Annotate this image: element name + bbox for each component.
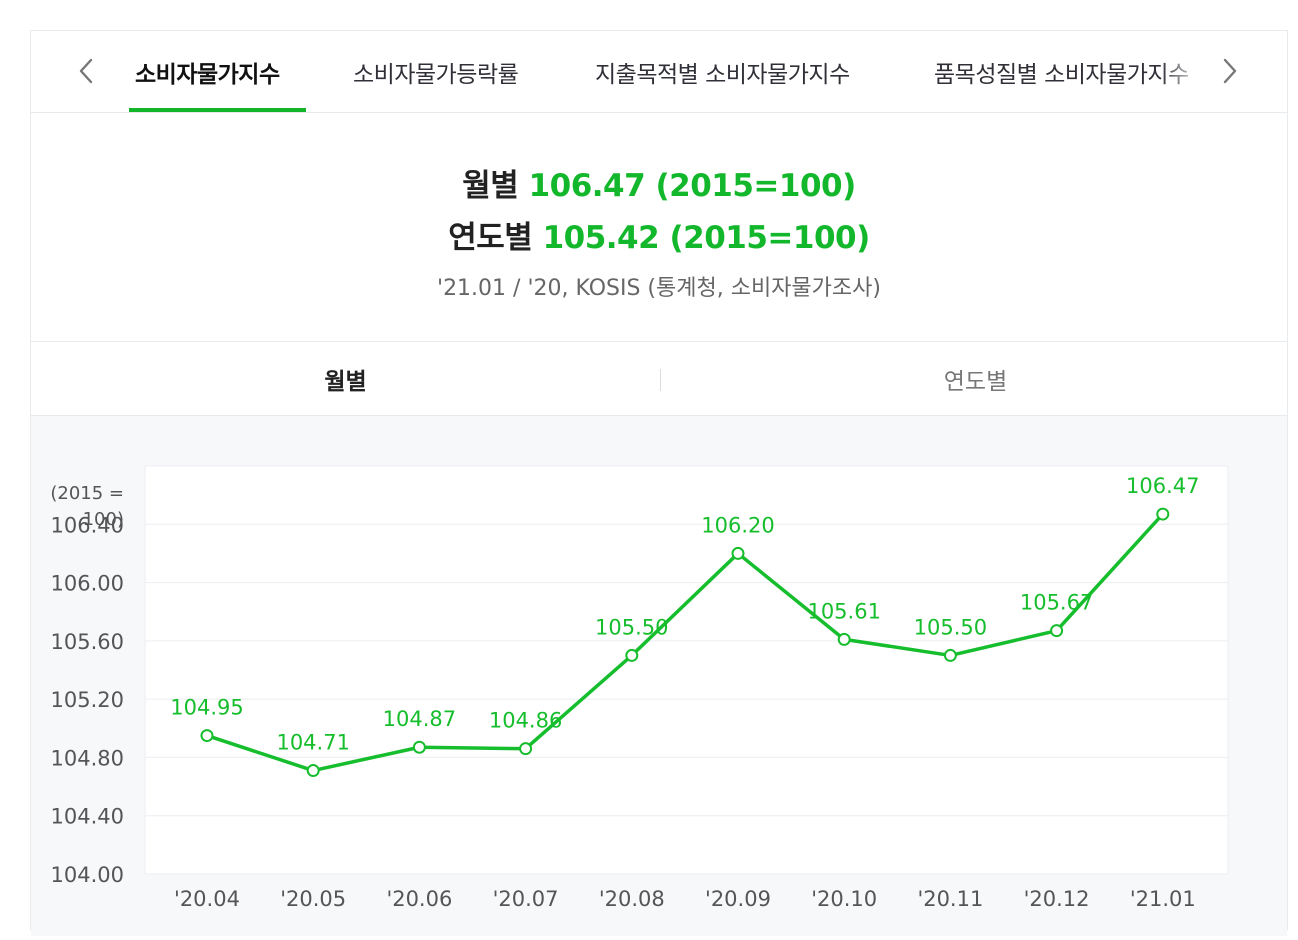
x-tick-label: '20.12 <box>1024 887 1090 911</box>
x-axis: '20.04 '20.05 '20.06 '20.07 '20.08 '20.09 '20.… <box>174 887 1196 911</box>
cpi-card: 소비자물가지수 소비자물가등락률 지출목적별 소비자물가지수 품목성질별 소비자… <box>30 30 1288 936</box>
period-toggle: 월별 연도별 <box>31 342 1287 416</box>
data-label: 104.86 <box>489 709 562 733</box>
y-tick-label: 104.80 <box>51 746 124 770</box>
tab-cpi[interactable]: 소비자물가지수 <box>135 61 280 88</box>
y-axis: 104.00 104.40 104.80 105.20 105.60 106.00 106.… <box>50 483 124 887</box>
x-tick-label: '21.01 <box>1130 887 1196 911</box>
toggle-yearly[interactable]: 연도별 <box>943 368 1008 395</box>
tab-cpi-by-expenditure[interactable]: 지출목적별 소비자물가지수 <box>595 61 850 88</box>
data-point <box>625 648 639 662</box>
active-tab-indicator <box>129 108 306 112</box>
tab-prev-button[interactable] <box>69 53 105 89</box>
data-label: 105.61 <box>807 599 880 623</box>
tab-cpi-change-rate[interactable]: 소비자물가등락률 <box>353 61 519 88</box>
x-tick-label: '20.10 <box>811 887 877 911</box>
tab-next-button[interactable] <box>1211 53 1247 89</box>
y-tick-label: 105.60 <box>51 630 124 654</box>
y-tick-label: 106.40 <box>51 513 124 537</box>
y-tick-label: 105.20 <box>51 688 124 712</box>
data-label: 105.50 <box>914 615 987 639</box>
chevron-left-icon <box>79 58 93 84</box>
data-point <box>1050 624 1064 638</box>
summary-panel: 월별 106.47 (2015=100) 연도별 105.42 (2015=10… <box>31 112 1287 342</box>
data-label: 106.47 <box>1126 474 1199 498</box>
monthly-summary-value: 106.47 (2015=100) <box>528 168 857 204</box>
data-point <box>943 648 957 662</box>
yearly-summary-label: 연도별 <box>448 220 533 256</box>
data-point <box>837 632 851 646</box>
x-tick-label: '20.04 <box>174 887 240 911</box>
x-tick-label: '20.06 <box>386 887 452 911</box>
data-point <box>519 742 533 756</box>
data-point <box>412 740 426 754</box>
data-label: 105.67 <box>1020 591 1093 615</box>
data-point <box>200 729 214 743</box>
data-label: 105.50 <box>595 615 668 639</box>
x-tick-label: '20.09 <box>705 887 771 911</box>
toggle-monthly[interactable]: 월별 <box>324 368 367 395</box>
y-unit-label: 100) <box>83 509 124 530</box>
chevron-right-icon <box>1223 58 1237 84</box>
y-tick-label: 106.00 <box>51 572 124 596</box>
y-tick-label: 104.40 <box>51 805 124 829</box>
data-label: 104.71 <box>276 731 349 755</box>
data-point <box>1156 507 1170 521</box>
toggle-divider <box>660 369 661 391</box>
tab-cpi-by-item[interactable]: 품목성질별 소비자물가지수 <box>934 61 1189 88</box>
x-tick-label: '20.11 <box>917 887 983 911</box>
line-chart: 104.00 104.40 104.80 105.20 105.60 106.00 106.… <box>50 465 1229 911</box>
y-tick-label: 104.00 <box>51 863 124 887</box>
data-label: 104.87 <box>383 707 456 731</box>
monthly-summary-label: 월별 <box>462 168 519 204</box>
data-point <box>731 546 745 560</box>
x-tick-label: '20.08 <box>599 887 665 911</box>
chart-area: 104.00 104.40 104.80 105.20 105.60 106.00 106.… <box>31 416 1287 936</box>
y-unit-label: (2015 = <box>50 483 124 504</box>
monthly-summary: 월별 106.47 (2015=100) <box>31 160 1287 205</box>
x-tick-label: '20.05 <box>280 887 346 911</box>
tab-fade <box>1161 31 1221 111</box>
yearly-summary: 연도별 105.42 (2015=100) <box>31 212 1287 257</box>
yearly-summary-value: 105.42 (2015=100) <box>542 220 871 256</box>
x-tick-label: '20.07 <box>493 887 559 911</box>
source-text: '21.01 / '20, KOSIS (통계청, 소비자물가조사) <box>437 276 881 301</box>
series-line <box>205 512 1165 773</box>
plot-background <box>144 465 1229 875</box>
data-label: 104.95 <box>170 696 243 720</box>
chart-grid <box>144 465 1229 875</box>
data-point <box>306 764 320 778</box>
data-label: 106.20 <box>701 513 774 537</box>
tab-bar: 소비자물가지수 소비자물가등락률 지출목적별 소비자물가지수 품목성질별 소비자… <box>31 31 1287 113</box>
chart-series: 104.95 104.71 104.87 104.86 105.50 106.20 105.… <box>170 474 1200 778</box>
